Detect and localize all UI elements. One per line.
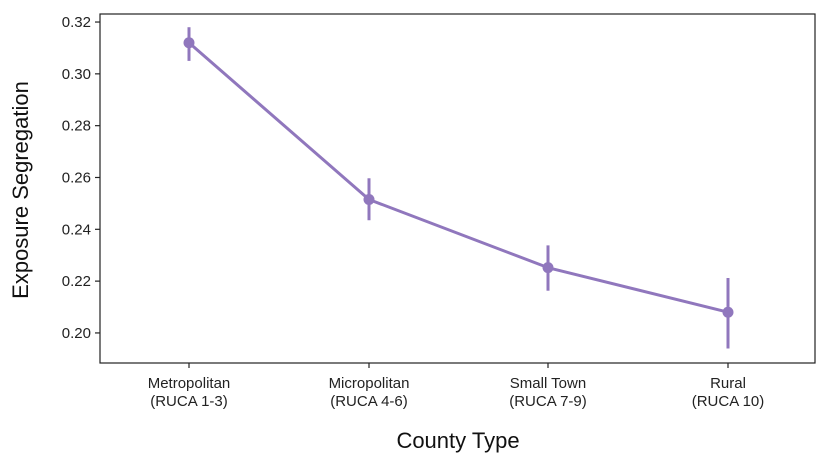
x-tick-label-line: Micropolitan	[329, 375, 410, 392]
x-tick-label-line: Rural	[710, 375, 746, 392]
plot-frame	[99, 13, 816, 364]
x-axis: Metropolitan (RUCA 1-3)Micropolitan (RUCA …	[148, 363, 765, 410]
x-tick-label-line: Small Town	[510, 375, 586, 392]
data-point	[363, 194, 375, 206]
x-tick-label: Metropolitan (RUCA 1-3)	[148, 375, 231, 410]
y-axis-title: Exposure Segregation	[8, 81, 33, 299]
series-line	[188, 41, 729, 314]
x-tick-label: Rural (RUCA 10)	[692, 375, 765, 410]
data-point	[722, 306, 734, 318]
x-tick-label: Small Town (RUCA 7-9)	[509, 375, 587, 410]
y-tick-label: 0.20	[62, 325, 91, 342]
x-axis-title: County Type	[396, 428, 519, 453]
y-tick-label: 0.24	[62, 221, 91, 238]
y-tick-label: 0.28	[62, 118, 91, 135]
y-tick-label: 0.22	[62, 273, 91, 290]
y-tick-label: 0.32	[62, 14, 91, 31]
y-tick-label: 0.26	[62, 169, 91, 186]
data-point	[183, 37, 195, 49]
x-tick-label-line: (RUCA 10)	[692, 393, 765, 410]
x-tick-label-line: Metropolitan	[148, 375, 231, 392]
x-tick-label-line: (RUCA 7-9)	[509, 393, 587, 410]
x-tick-label-line: (RUCA 1-3)	[150, 393, 228, 410]
y-tick-label: 0.30	[62, 66, 91, 83]
x-tick-label: Micropolitan (RUCA 4-6)	[329, 375, 410, 410]
data-point	[542, 262, 554, 274]
y-axis: 0.20 0.22 0.24 0.26 0.28 0.30 0.32	[62, 14, 100, 342]
x-tick-label-line: (RUCA 4-6)	[330, 393, 408, 410]
series	[183, 27, 734, 349]
